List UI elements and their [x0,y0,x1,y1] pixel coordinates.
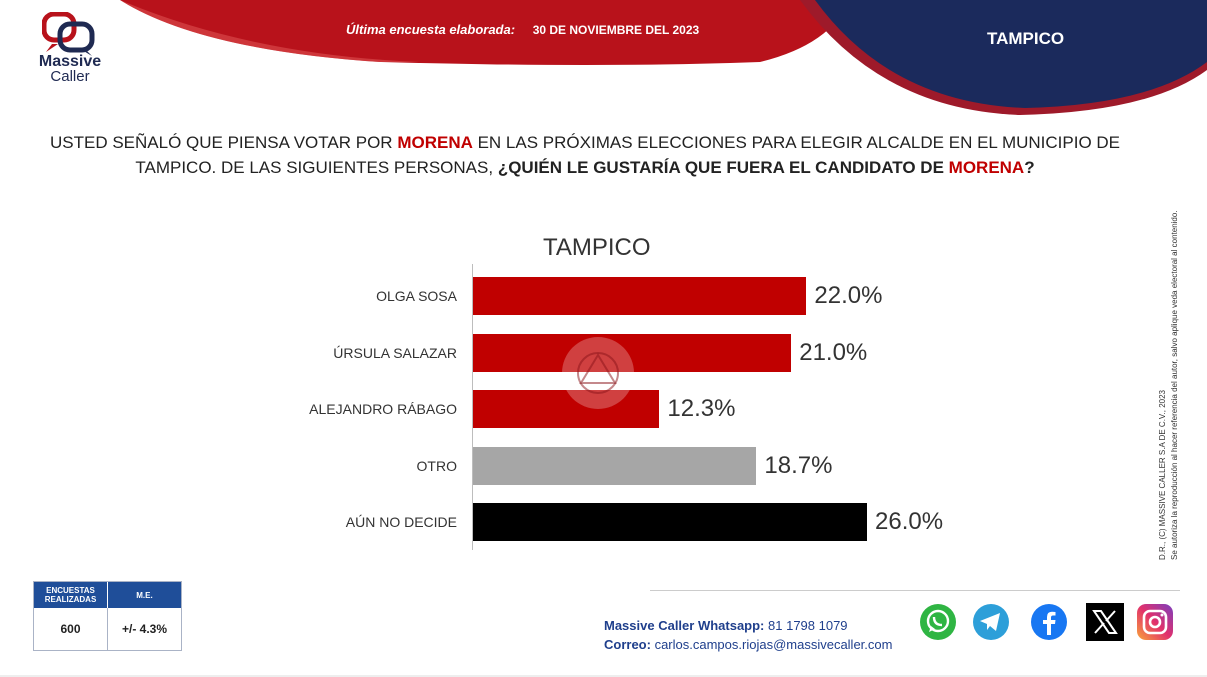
value-label: 21.0% [799,338,868,366]
question-part3: ¿QUIÉN LE GUSTARÍA QUE FUERA EL CANDIDAT… [497,158,949,177]
surveys-header: ENCUESTAS REALIZADAS [34,582,107,608]
whatsapp-label: Massive Caller Whatsapp: [604,618,765,633]
survey-stats-table: ENCUESTAS REALIZADAS M.E. 600 +/- 4.3% [33,581,182,651]
logo-text: Massive Caller [35,53,105,85]
bar-alejandro-rábago [473,390,660,428]
bar-aún-no-decide [473,503,867,541]
value-label: 18.7% [764,451,833,479]
whatsapp-number: 81 1798 1079 [768,618,848,633]
category-label: OTRO [416,457,457,474]
question-part2: EN LAS PRÓXIMAS ELECCIONES PARA ELEGIR A… [135,133,1121,177]
value-label: 12.3% [667,395,736,422]
margin-value: +/- 4.3% [121,622,168,636]
last-survey-label: Última encuesta elaborada: [346,22,516,37]
question-party2: MORENA [948,158,1025,177]
margin-header: M.E. [108,582,181,608]
category-label: OLGA SOSA [376,288,457,304]
massive-caller-logo [42,12,95,56]
chart-title: TAMPICO [543,234,651,261]
whatsapp-icon[interactable] [919,603,957,641]
email-address[interactable]: carlos.campos.riojas@massivecaller.com [654,637,893,652]
value-label: 26.0% [875,508,944,535]
question-party1: MORENA [397,133,473,152]
facebook-icon[interactable] [1030,603,1068,641]
question-part4: ? [1024,158,1035,177]
bar-úrsula-salazar [473,333,792,372]
rights-notice: D.R., (C) MASSIVE CALLER S.A DE C.V., 20… [1157,130,1181,560]
x-icon[interactable] [1086,603,1124,641]
watermark-logo [562,337,634,409]
footer-divider [650,590,1180,591]
question-text: USTED SEÑALÓ QUE PIENSA VOTAR POR MORENA… [40,130,1130,180]
logo-line2: Caller [50,68,90,85]
bar-olga-sosa [473,277,807,315]
instagram-icon[interactable] [1136,603,1174,641]
bar-otro [473,446,757,485]
email-label: Correo: [604,637,651,652]
contact-info: Massive Caller Whatsapp: 81 1798 1079 Co… [604,616,892,654]
last-survey-info: Última encuesta elaborada: 30 DE NOVIEMB… [346,22,699,37]
category-label: ÚRSULA SALAZAR [333,344,457,361]
category-label: ALEJANDRO RÁBAGO [309,401,457,417]
value-label: 22.0% [814,282,883,309]
surveys-value: 600 [34,608,108,650]
category-label: AÚN NO DECIDE [345,514,457,530]
last-survey-date: 30 DE NOVIEMBRE DEL 2023 [532,23,700,37]
logo-line1: Massive [38,53,102,70]
telegram-icon[interactable] [972,603,1010,641]
question-part1: USTED SEÑALÓ QUE PIENSA VOTAR POR [49,133,398,152]
rights-line2: Se autoriza la reproducción al hacer ref… [1170,210,1179,560]
rights-line1: D.R., (C) MASSIVE CALLER S.A DE C.V., 20… [1158,390,1167,560]
chart-axis [472,264,473,550]
region-title: TAMPICO [987,29,1065,48]
